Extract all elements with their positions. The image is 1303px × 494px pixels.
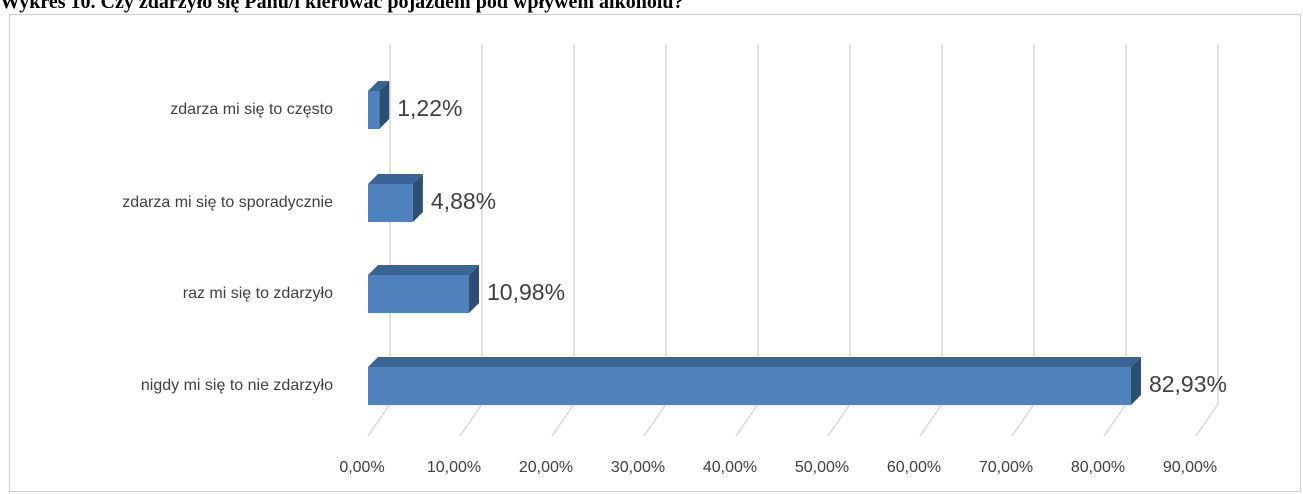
- bar-side: [1130, 357, 1141, 405]
- labels: 0,00% 10,00% 20,00% 30,00% 40,00% 50,00% 60,00…: [122, 95, 1227, 476]
- data-label: 10,98%: [487, 279, 565, 305]
- bar: [368, 91, 380, 129]
- gridlines: [367, 44, 1219, 437]
- bar: [368, 275, 470, 313]
- gridline-floor: [1103, 403, 1127, 437]
- gridline-floor: [367, 403, 391, 437]
- bar-top: [368, 174, 423, 184]
- bar-top: [368, 357, 1141, 367]
- bar: [368, 184, 413, 222]
- gridline-floor: [1011, 403, 1035, 437]
- data-label: 1,22%: [397, 95, 462, 121]
- gridline-floor: [643, 403, 667, 437]
- bar-top: [368, 81, 390, 91]
- category-label: raz mi się to zdarzyło: [183, 285, 333, 302]
- gridline-floor: [551, 403, 575, 437]
- x-tick-label: 40,00%: [703, 459, 757, 476]
- x-tick-label: 90,00%: [1163, 459, 1217, 476]
- x-tick-label: 70,00%: [979, 459, 1033, 476]
- gridline-floor: [1195, 403, 1219, 437]
- data-label: 4,88%: [431, 188, 496, 214]
- gridline-floor: [827, 403, 851, 437]
- x-tick-label: 60,00%: [887, 459, 941, 476]
- gridline-floor: [735, 403, 759, 437]
- bar-side: [469, 265, 480, 313]
- gridline-floor: [459, 403, 483, 437]
- category-label: zdarza mi się to często: [170, 101, 333, 118]
- chart-title: Wykres 10. Czy zdarzyło się Panu/i kiero…: [0, 0, 684, 13]
- gridline-floor: [919, 403, 943, 437]
- bar-top: [368, 265, 480, 275]
- bar-side: [379, 81, 390, 129]
- x-tick-label: 10,00%: [427, 459, 481, 476]
- bars: [368, 81, 1141, 405]
- x-tick-label: 20,00%: [519, 459, 573, 476]
- bar-side: [412, 174, 423, 222]
- x-tick-label: 80,00%: [1071, 459, 1125, 476]
- category-label: nigdy mi się to nie zdarzyło: [141, 377, 333, 394]
- x-tick-label: 50,00%: [795, 459, 849, 476]
- category-label: zdarza mi się to sporadycznie: [122, 194, 333, 211]
- x-tick-label: 30,00%: [611, 459, 665, 476]
- x-tick-label: 0,00%: [339, 459, 384, 476]
- data-label: 82,93%: [1149, 371, 1227, 397]
- bar: [368, 367, 1131, 405]
- chart-frame: [9, 14, 1301, 492]
